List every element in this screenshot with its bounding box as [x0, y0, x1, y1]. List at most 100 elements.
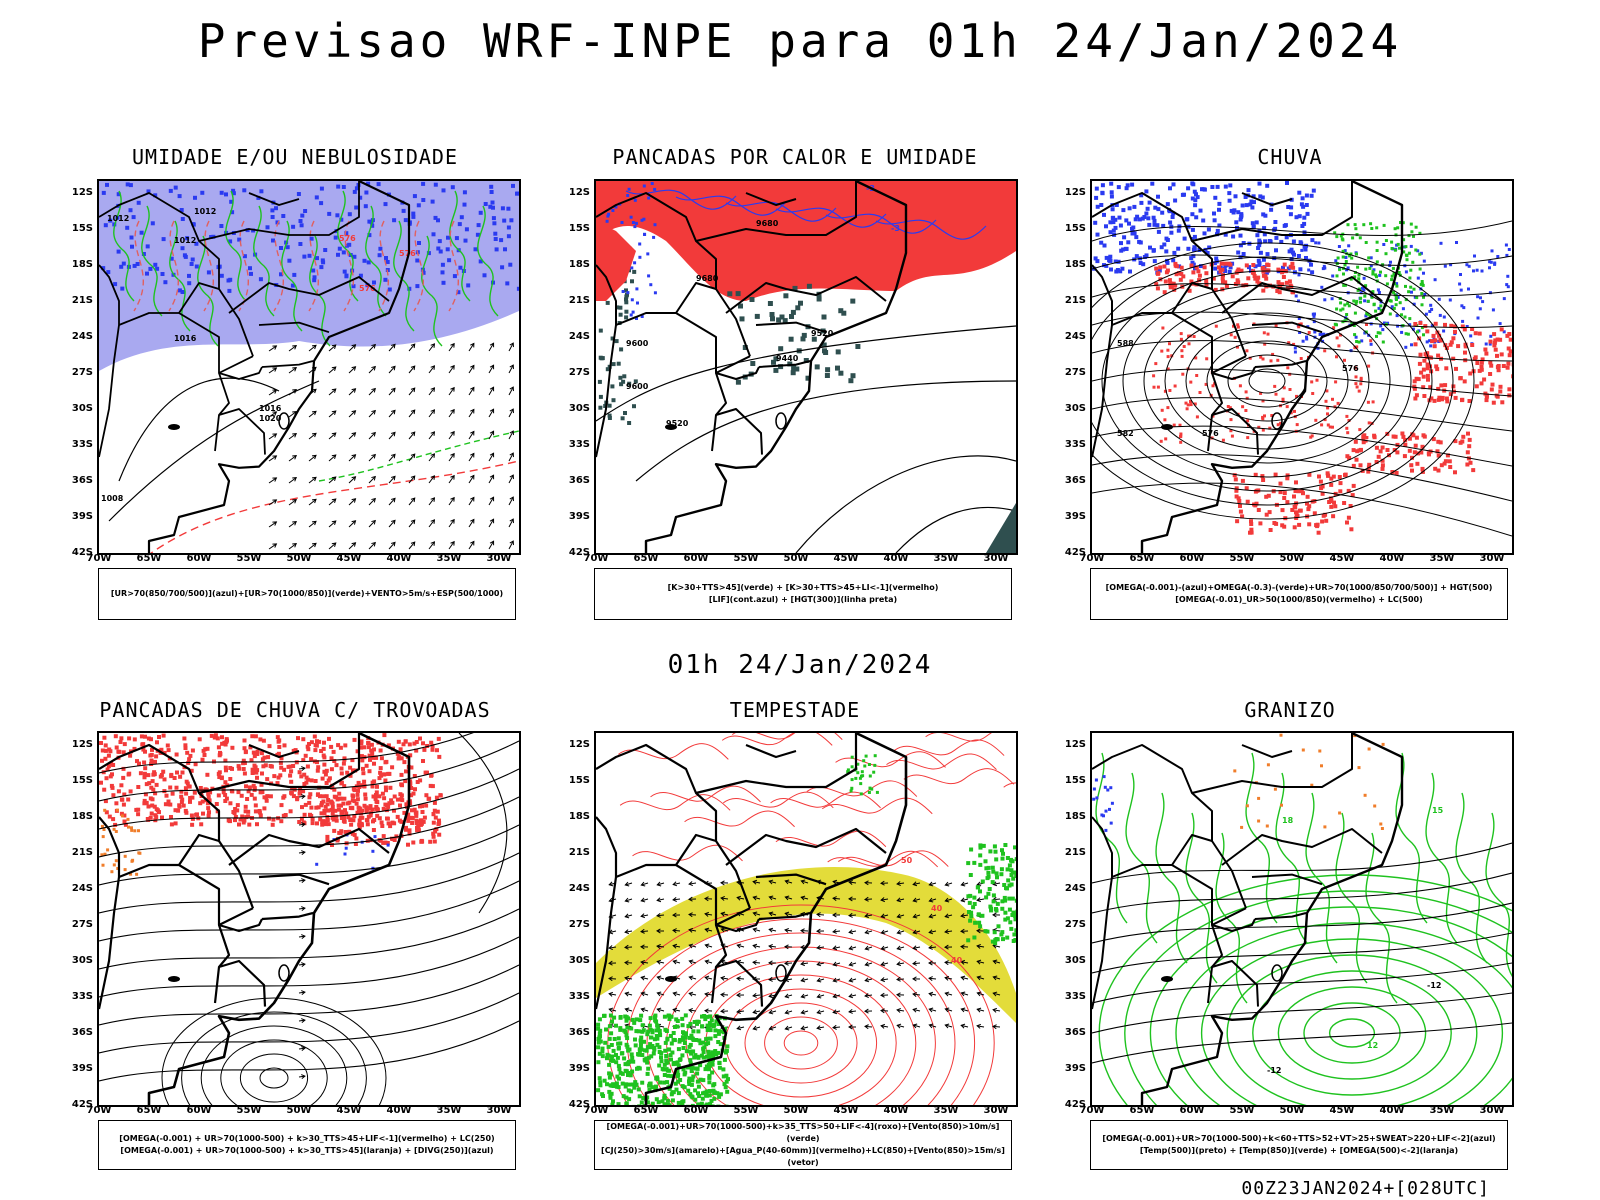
contour-label: 40 [951, 956, 963, 965]
contour-label: 18 [1282, 816, 1294, 825]
contour-label: 1012 [107, 214, 129, 223]
contour-label: 588 [1117, 339, 1134, 348]
contour-label: -12 [1427, 981, 1441, 990]
contour-label: 9600 [626, 382, 649, 391]
lat-tick-label: 39S [71, 1063, 93, 1074]
lon-tick-label: 50W [783, 1105, 809, 1116]
lat-tick-label: 21S [71, 847, 93, 858]
lat-tick-label: 36S [568, 475, 590, 486]
contour-label: 1016 [259, 404, 282, 413]
lon-tick-label: 30W [983, 1105, 1009, 1116]
lon-tick-label: 70W [583, 1105, 609, 1116]
legend-line: [CJ(250)>30m/s](amarelo)+[Agua_P(40-60mm… [601, 1146, 1005, 1167]
map-umidade: 1012 1012 1012 1016 1016 1020 1008 576 576 576 [97, 179, 521, 555]
legend-line: [Temp(500)](preto) + [Temp(850)](verde) … [1139, 1146, 1459, 1155]
lat-tick-label: 27S [568, 919, 590, 930]
contour-label: 1012 [174, 236, 196, 245]
contour-label: 1016 [174, 334, 197, 343]
map-trovoadas [97, 731, 521, 1107]
lat-tick-label: 39S [1064, 511, 1086, 522]
contour-label: 12 [1367, 1041, 1378, 1050]
lat-tick-label: 15S [1064, 775, 1086, 786]
lat-tick-label: 15S [568, 223, 590, 234]
lat-tick-label: 12S [568, 739, 590, 750]
lat-tick-label: 12S [1064, 739, 1086, 750]
lat-tick-label: 42S [71, 547, 93, 558]
lat-tick-label: 21S [568, 847, 590, 858]
contour-label: 576 [359, 284, 376, 293]
lat-tick-label: 42S [1064, 547, 1086, 558]
contour-label: 1012 [194, 207, 216, 216]
lat-tick-label: 18S [1064, 259, 1086, 270]
panel-title-chuva: CHUVA [1257, 145, 1323, 169]
contour-label: 1008 [101, 494, 124, 503]
legend-umidade: [UR>70(850/700/500)](azul)+[UR>70(1000/8… [98, 568, 516, 620]
legend-trovoadas: [OMEGA(-0.001) + UR>70(1000-500) + k>30_… [98, 1120, 516, 1170]
map-chuva: 576 582 588 576 [1090, 179, 1514, 555]
lat-tick-label: 30S [71, 403, 93, 414]
lat-tick-label: 27S [1064, 367, 1086, 378]
panel-title-granizo: GRANIZO [1244, 698, 1336, 722]
lat-tick-label: 33S [1064, 439, 1086, 450]
lat-tick-label: 30S [568, 955, 590, 966]
legend-chuva: [OMEGA(-0.001)-(azul)+OMEGA(-0.3)-(verde… [1090, 568, 1508, 620]
lat-tick-label: 30S [568, 403, 590, 414]
lat-tick-label: 42S [71, 1099, 93, 1110]
lon-tick-label: 60W [1179, 1105, 1205, 1116]
lon-tick-label: 30W [1479, 553, 1505, 564]
lon-tick-label: 35W [933, 1105, 959, 1116]
lat-tick-label: 33S [568, 991, 590, 1002]
lat-tick-label: 30S [71, 955, 93, 966]
lat-tick-label: 24S [71, 331, 93, 342]
lon-tick-label: 40W [1379, 553, 1405, 564]
lat-tick-label: 24S [568, 331, 590, 342]
lat-tick-label: 18S [71, 259, 93, 270]
lon-tick-label: 35W [1429, 553, 1455, 564]
lat-tick-label: 36S [71, 1027, 93, 1038]
map-tempestade: 50 40 40 [594, 731, 1018, 1107]
legend-line: [OMEGA(-0.001) + UR>70(1000-500) + k>30_… [120, 1146, 494, 1155]
lat-tick-label: 36S [1064, 475, 1086, 486]
lon-tick-label: 50W [286, 553, 312, 564]
panel-title-trovoadas: PANCADAS DE CHUVA C/ TROVOADAS [99, 698, 491, 722]
contour-label: 9680 [756, 219, 779, 228]
valid-time-subtitle: 01h 24/Jan/2024 [667, 650, 933, 680]
lat-tick-label: 18S [568, 259, 590, 270]
legend-line: [OMEGA(-0.001)+UR>70(1000-500)+k<60+TTS>… [1102, 1134, 1496, 1143]
lon-tick-label: 30W [486, 553, 512, 564]
lon-tick-label: 35W [436, 553, 462, 564]
panel-title-umidade: UMIDADE E/OU NEBULOSIDADE [131, 145, 459, 169]
map-granizo: -12 -12 12 15 18 [1090, 731, 1514, 1107]
lat-tick-label: 15S [71, 223, 93, 234]
run-footer: 00Z23JAN2024+[028UTC] [1241, 1178, 1490, 1199]
lat-tick-label: 27S [71, 367, 93, 378]
lat-tick-label: 39S [568, 1063, 590, 1074]
lat-tick-label: 36S [71, 475, 93, 486]
contour-label: 9520 [811, 329, 834, 338]
lon-tick-label: 55W [236, 553, 262, 564]
lon-tick-label: 45W [336, 553, 362, 564]
lat-tick-label: 24S [568, 883, 590, 894]
panel-title-pancadas-calor: PANCADAS POR CALOR E UMIDADE [612, 145, 978, 169]
lat-tick-label: 15S [71, 775, 93, 786]
lon-tick-label: 70W [1079, 553, 1105, 564]
contour-label: 50 [901, 856, 913, 865]
lat-tick-label: 18S [71, 811, 93, 822]
contour-label: -12 [1267, 1066, 1281, 1075]
lat-tick-label: 33S [568, 439, 590, 450]
lon-tick-label: 70W [86, 553, 112, 564]
lon-tick-label: 60W [186, 553, 212, 564]
lon-tick-label: 60W [186, 1105, 212, 1116]
lat-tick-label: 42S [568, 547, 590, 558]
lon-tick-label: 55W [733, 1105, 759, 1116]
map-pancadas-calor: 9680 9680 9600 9600 9520 9520 9440 -3 -3 [594, 179, 1018, 555]
lon-tick-label: 40W [386, 553, 412, 564]
panel-title-tempestade: TEMPESTADE [729, 698, 861, 722]
lat-tick-label: 27S [1064, 919, 1086, 930]
lon-tick-label: 70W [583, 553, 609, 564]
lat-tick-label: 42S [568, 1099, 590, 1110]
lat-tick-label: 24S [71, 883, 93, 894]
lon-tick-label: 30W [1479, 1105, 1505, 1116]
lon-tick-label: 55W [733, 553, 759, 564]
lat-tick-label: 27S [71, 919, 93, 930]
